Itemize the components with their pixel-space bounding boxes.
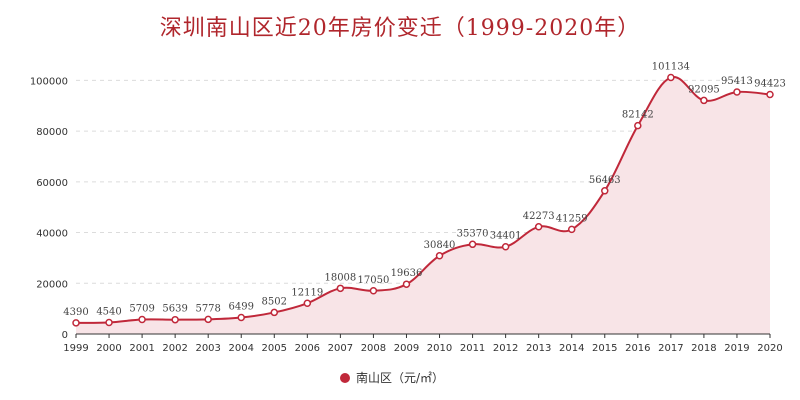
data-label: 42273: [523, 211, 555, 222]
y-tick-label: 40000: [36, 229, 68, 240]
y-tick-label: 80000: [36, 127, 68, 138]
data-label: 18008: [324, 272, 356, 283]
data-label: 41259: [556, 213, 588, 224]
data-label: 35370: [457, 228, 489, 239]
data-label: 5639: [162, 304, 187, 315]
data-point[interactable]: [468, 240, 477, 249]
data-label: 19636: [391, 268, 423, 279]
x-tick-label: 2015: [592, 343, 617, 354]
x-tick-label: 2020: [757, 343, 782, 354]
x-tick-label: 2007: [328, 343, 353, 354]
x-tick-label: 2002: [162, 343, 187, 354]
x-tick-label: 2008: [361, 343, 386, 354]
data-label: 5709: [129, 304, 154, 315]
x-tick-label: 2016: [625, 343, 650, 354]
series-line: [75, 76, 771, 324]
chart-title: 深圳南山区近20年房价变迁（1999-2020年）: [159, 16, 641, 41]
x-tick-label: 2019: [724, 343, 749, 354]
data-point[interactable]: [303, 299, 312, 308]
series-area: [76, 76, 770, 335]
data-label: 6499: [229, 302, 254, 313]
data-point[interactable]: [72, 319, 80, 327]
data-label: 101134: [652, 61, 690, 72]
data-label: 94423: [754, 79, 786, 90]
y-tick-label: 0: [62, 330, 68, 341]
data-label: 30840: [424, 240, 456, 251]
data-label: 4540: [96, 306, 121, 317]
axes: 0 20000 40000 60000 80000 100000 1999 2000 2001 2…: [30, 76, 783, 354]
data-point[interactable]: [336, 284, 345, 293]
x-tick-label: 2000: [96, 343, 121, 354]
data-label: 95413: [721, 76, 753, 87]
x-tick-label: 2013: [526, 343, 551, 354]
data-point[interactable]: [567, 225, 576, 234]
x-tick-label: 2003: [195, 343, 220, 354]
data-point[interactable]: [270, 308, 279, 317]
data-point[interactable]: [204, 315, 212, 324]
data-point[interactable]: [105, 318, 113, 327]
x-tick-label: 2001: [129, 343, 154, 354]
data-point[interactable]: [534, 223, 543, 231]
data-point[interactable]: [733, 88, 741, 96]
data-label: 56463: [589, 175, 621, 186]
x-tick-label: 1999: [63, 343, 88, 354]
y-tick-label: 60000: [36, 178, 68, 189]
data-point[interactable]: [402, 280, 411, 288]
y-tick-label: 20000: [36, 279, 68, 290]
x-tick-label: 2011: [460, 343, 485, 354]
data-point[interactable]: [435, 252, 444, 260]
data-point[interactable]: [501, 242, 510, 251]
data-points: [72, 73, 774, 327]
x-tick-label: 2017: [658, 343, 683, 354]
x-tick-label: 2010: [427, 343, 452, 354]
y-tick-label: 100000: [30, 76, 68, 87]
data-point[interactable]: [700, 96, 708, 105]
data-label: 82142: [622, 110, 654, 121]
data-label: 12119: [291, 287, 323, 298]
data-label: 92095: [688, 84, 720, 95]
data-label: 5778: [195, 303, 220, 314]
legend-label: 南山区（元/㎡）: [356, 371, 445, 385]
data-label: 8502: [262, 296, 287, 307]
data-point[interactable]: [766, 90, 774, 99]
data-point[interactable]: [369, 287, 378, 295]
x-tick-label: 2004: [229, 343, 254, 354]
data-point[interactable]: [601, 187, 609, 195]
legend[interactable]: 南山区（元/㎡）: [340, 369, 444, 386]
data-point[interactable]: [634, 121, 642, 130]
x-tick-label: 2018: [691, 343, 716, 354]
data-label: 17050: [358, 275, 390, 286]
data-label: 4390: [63, 307, 88, 318]
x-tick-label: 2012: [493, 343, 518, 354]
x-tick-label: 2014: [559, 343, 584, 354]
data-point[interactable]: [138, 315, 146, 324]
legend-marker-icon: [340, 372, 350, 383]
data-point[interactable]: [237, 313, 245, 322]
x-tick-label: 2005: [262, 343, 287, 354]
data-label: 34401: [490, 231, 522, 242]
x-tick-label: 2006: [295, 343, 320, 354]
data-point[interactable]: [171, 315, 179, 324]
x-tick-label: 2009: [394, 343, 419, 354]
data-point[interactable]: [667, 73, 675, 82]
